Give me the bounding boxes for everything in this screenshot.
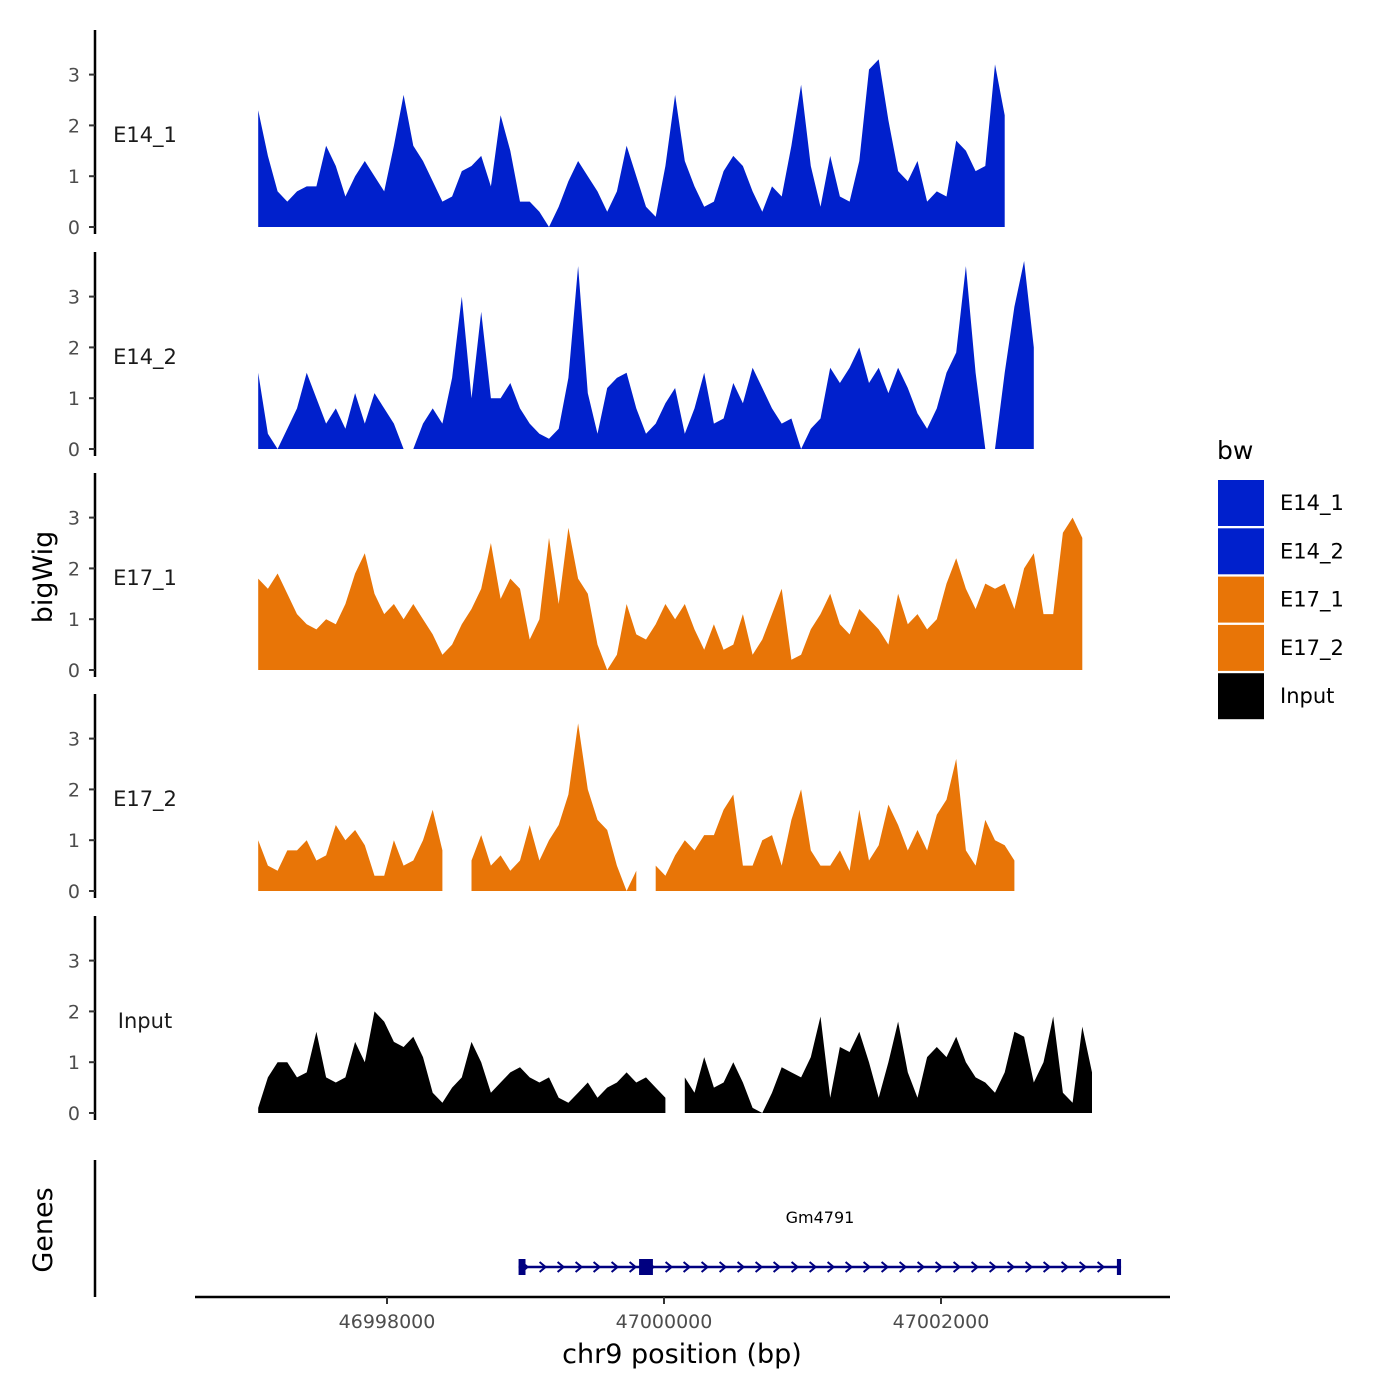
legend-label-E17_1: E17_1 <box>1280 588 1344 613</box>
strand-arrow <box>736 1261 746 1273</box>
coverage-area-Input <box>258 1011 666 1113</box>
gene-exon <box>1116 1259 1122 1275</box>
legend-swatch-E17_1 <box>1218 576 1264 623</box>
y-tick-label: 3 <box>68 729 80 751</box>
track-Input: 0 1 2 3 Input <box>68 916 1092 1125</box>
strand-arrow <box>1060 1261 1070 1273</box>
gene-exon <box>518 1259 526 1275</box>
legend-swatch-E14_2 <box>1218 528 1264 575</box>
gene-label: Gm4791 <box>786 1208 855 1227</box>
x-tick-label: 46998000 <box>339 1311 436 1333</box>
strand-arrow <box>1024 1261 1034 1273</box>
y-tick-label: 2 <box>68 1001 80 1023</box>
track-E17_1: 0 1 2 3 E17_1 <box>68 473 1083 682</box>
y-axis-title: bigWig <box>28 531 59 624</box>
y-tick-label: 0 <box>68 1103 80 1125</box>
y-tick-label: 3 <box>68 508 80 530</box>
coverage-area-E17_2 <box>471 723 637 891</box>
strand-arrow <box>916 1261 926 1273</box>
strand-arrow <box>682 1261 692 1273</box>
strand-arrow <box>610 1261 620 1273</box>
y-tick-label: 3 <box>68 951 80 973</box>
legend-swatch-E17_2 <box>1218 624 1264 671</box>
track-label: E17_2 <box>113 787 177 812</box>
track-E14_2: 0 1 2 3 E14_2 <box>68 252 1034 461</box>
x-axis: 46998000 47000000 47002000 <box>195 1295 1170 1333</box>
strand-arrow <box>592 1261 602 1273</box>
strand-arrow <box>952 1261 962 1273</box>
strand-arrow <box>628 1261 638 1273</box>
strand-arrow <box>754 1261 764 1273</box>
strand-arrow <box>556 1261 566 1273</box>
x-axis-title: chr9 position (bp) <box>562 1339 802 1370</box>
strand-arrow <box>700 1261 710 1273</box>
legend-label-E14_2: E14_2 <box>1280 539 1344 564</box>
y-tick-label: 0 <box>68 217 80 239</box>
strand-arrow <box>934 1261 944 1273</box>
legend: bw E14_1 E14_2 E17_1 E17_2 Input <box>1217 436 1344 720</box>
genes-axis-title: Genes <box>28 1187 59 1272</box>
legend-label-E17_2: E17_2 <box>1280 636 1344 661</box>
y-tick-label: 1 <box>68 609 80 631</box>
x-tick-label: 47000000 <box>616 1311 713 1333</box>
strand-arrow <box>790 1261 800 1273</box>
legend-swatch-Input <box>1218 673 1264 720</box>
track-label: Input <box>118 1009 172 1033</box>
genes-panel: Gm4791 <box>93 1160 1122 1297</box>
tracks-layer: 0 1 2 3 E14_1 0 1 2 3 E14_2 0 1 2 3 E17_1 0 1 2 3 E17_2 0 1 2 3… <box>68 30 1092 1125</box>
strand-arrow <box>664 1261 674 1273</box>
y-tick-label: 2 <box>68 558 80 580</box>
y-tick-label: 2 <box>68 115 80 137</box>
strand-arrow <box>880 1261 890 1273</box>
track-E17_2: 0 1 2 3 E17_2 <box>68 694 1015 903</box>
y-tick-label: 3 <box>68 287 80 309</box>
track-E14_1: 0 1 2 3 E14_1 <box>68 30 1005 239</box>
strand-arrow <box>1042 1261 1052 1273</box>
strand-arrow <box>826 1261 836 1273</box>
coverage-area-E17_2 <box>655 758 1015 891</box>
y-tick-label: 1 <box>68 830 80 852</box>
y-tick-label: 3 <box>68 65 80 87</box>
legend-label-Input: Input <box>1280 684 1334 708</box>
strand-arrow <box>1096 1261 1106 1273</box>
track-label: E14_1 <box>113 123 177 148</box>
strand-arrow <box>1078 1261 1088 1273</box>
strand-arrow <box>862 1261 872 1273</box>
y-tick-label: 0 <box>68 660 80 682</box>
y-tick-label: 1 <box>68 166 80 188</box>
coverage-area-E17_1 <box>258 517 1083 670</box>
coverage-area-Input <box>684 1016 1092 1113</box>
y-tick-label: 2 <box>68 779 80 801</box>
strand-arrow <box>1006 1261 1016 1273</box>
y-tick-label: 1 <box>68 1052 80 1074</box>
strand-arrow <box>970 1261 980 1273</box>
legend-label-E14_1: E14_1 <box>1280 491 1344 516</box>
coverage-area-E14_1 <box>258 59 1005 228</box>
strand-arrow <box>574 1261 584 1273</box>
y-tick-label: 0 <box>68 439 80 461</box>
gene-exon <box>639 1259 653 1275</box>
y-tick-label: 1 <box>68 388 80 410</box>
strand-arrow <box>772 1261 782 1273</box>
strand-arrow <box>988 1261 998 1273</box>
y-tick-label: 0 <box>68 881 80 903</box>
strand-arrow <box>844 1261 854 1273</box>
legend-swatch-E14_1 <box>1218 480 1264 526</box>
coverage-area-E17_2 <box>258 809 443 891</box>
strand-arrow <box>898 1261 908 1273</box>
strand-arrow <box>808 1261 818 1273</box>
x-tick-label: 47002000 <box>893 1311 990 1333</box>
track-label: E17_1 <box>113 566 177 591</box>
legend-title: bw <box>1217 436 1253 465</box>
y-tick-label: 2 <box>68 337 80 359</box>
track-label: E14_2 <box>113 345 177 370</box>
strand-arrow <box>538 1261 548 1273</box>
coverage-area-E14_2 <box>258 261 1034 449</box>
strand-arrow <box>718 1261 728 1273</box>
